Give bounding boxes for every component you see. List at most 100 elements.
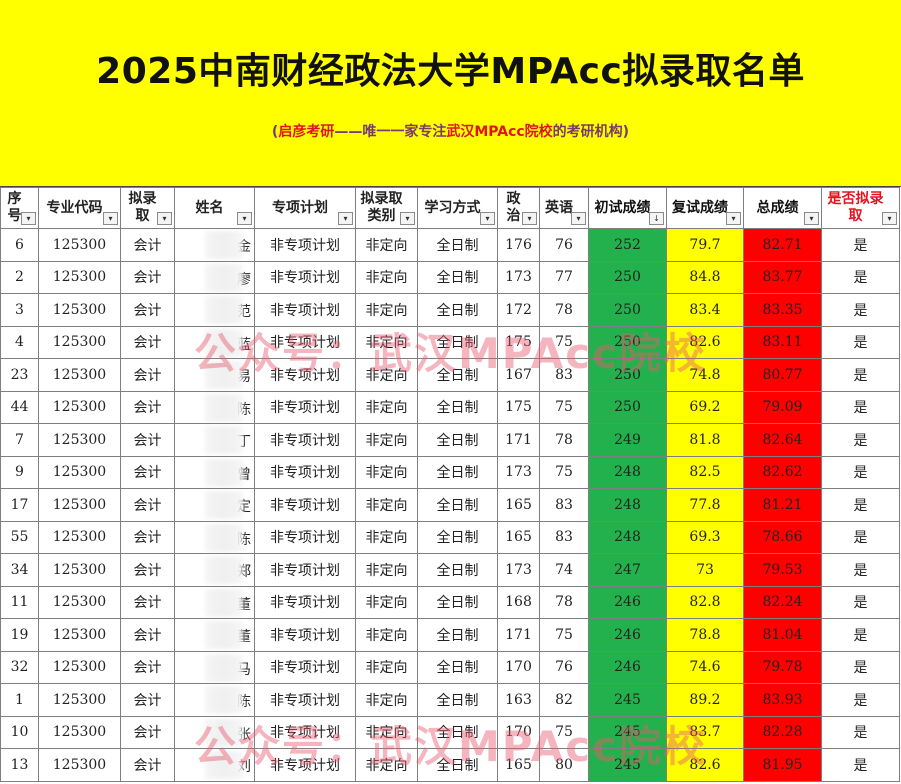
table-row[interactable]: 34 125300 会计郑非专项计划 非定向 全日制 173 74 247 73 79.53 是 <box>0 553 900 587</box>
column-header[interactable]: 是否拟录取 ▾ <box>821 187 900 229</box>
table-row[interactable]: 1 125300 会计陈非专项计划 非定向 全日制 163 82 245 89.2 83.93 是 <box>0 683 900 717</box>
table-row[interactable]: 10 125300 会计张非专项计划 非定向 全日制 170 75 245 83.7 82.28 是 <box>0 715 900 749</box>
filter-dropdown-icon[interactable]: ▾ <box>726 212 741 225</box>
table-row[interactable]: 13 125300 会计刘非专项计划 非定向 全日制 165 80 245 82.6 81.95 是 <box>0 748 900 782</box>
subtitle-brand: 启彦考研 <box>278 124 335 140</box>
cell-initial: 250 <box>588 390 667 424</box>
cell-total: 82.24 <box>743 585 822 619</box>
filter-dropdown-icon[interactable]: ▾ <box>522 212 537 225</box>
table-row[interactable]: 32 125300 会计马非专项计划 非定向 全日制 170 76 246 74.6 79.78 是 <box>0 650 900 684</box>
table-row[interactable]: 2 125300 会计廖非专项计划 非定向 全日制 173 77 250 84.8 83.77 是 <box>0 260 900 294</box>
cell-major: 会计 <box>120 488 175 522</box>
cell-name: 范 <box>174 293 255 327</box>
cell-total: 82.64 <box>743 423 822 457</box>
column-header[interactable]: 专业代码 ▾ <box>38 187 121 229</box>
privacy-blur <box>205 588 243 617</box>
filter-dropdown-icon[interactable]: ▾ <box>882 212 897 225</box>
cell-initial: 249 <box>588 423 667 457</box>
column-header-label: 政治 <box>506 191 521 224</box>
table-row[interactable]: 44 125300 会计陈非专项计划 非定向 全日制 175 75 250 69.2 79.09 是 <box>0 390 900 424</box>
cell-no: 3 <box>0 293 39 327</box>
cell-retest: 78.8 <box>666 618 744 652</box>
column-header[interactable]: 专项计划 ▾ <box>254 187 356 229</box>
cell-code: 125300 <box>38 553 121 587</box>
column-header[interactable]: 复试成绩 ▾ <box>666 187 744 229</box>
cell-total: 81.04 <box>743 618 822 652</box>
cell-code: 125300 <box>38 455 121 489</box>
cell-name: 曾 <box>174 455 255 489</box>
cell-code: 125300 <box>38 488 121 522</box>
cell-english: 83 <box>539 488 589 522</box>
cell-english: 75 <box>539 715 589 749</box>
cell-initial: 245 <box>588 748 667 782</box>
filter-dropdown-icon[interactable]: ▾ <box>338 212 353 225</box>
table-row[interactable]: 4 125300 会计蓝非专项计划 非定向 全日制 175 75 250 82.6 83.11 是 <box>0 325 900 359</box>
cell-english: 76 <box>539 650 589 684</box>
cell-code: 125300 <box>38 423 121 457</box>
cell-plan: 非专项计划 <box>254 325 356 359</box>
cell-plan: 非专项计划 <box>254 553 356 587</box>
cell-plan: 非专项计划 <box>254 748 356 782</box>
cell-name: 蓝 <box>174 325 255 359</box>
filter-dropdown-icon[interactable]: ▾ <box>480 212 495 225</box>
cell-politics: 176 <box>497 228 540 262</box>
filter-dropdown-icon[interactable]: ▾ <box>103 212 118 225</box>
cell-politics: 170 <box>497 715 540 749</box>
column-header[interactable]: 政治 ▾ <box>497 187 540 229</box>
cell-type: 非定向 <box>355 683 418 717</box>
cell-type: 非定向 <box>355 748 418 782</box>
cell-politics: 173 <box>497 260 540 294</box>
table-row[interactable]: 11 125300 会计董非专项计划 非定向 全日制 168 78 246 82.8 82.24 是 <box>0 585 900 619</box>
cell-mode: 全日制 <box>417 455 498 489</box>
cell-total: 82.28 <box>743 715 822 749</box>
filter-dropdown-icon[interactable]: ▾ <box>21 212 36 225</box>
cell-major: 会计 <box>120 553 175 587</box>
cell-name: 易 <box>174 358 255 392</box>
cell-major: 会计 <box>120 260 175 294</box>
cell-initial: 252 <box>588 228 667 262</box>
page-subtitle: (启彦考研——唯一一家专注武汉MPAcc院校的考研机构) <box>0 121 901 141</box>
column-header[interactable]: 学习方式 ▾ <box>417 187 498 229</box>
cell-total: 79.09 <box>743 390 822 424</box>
cell-major: 会计 <box>120 358 175 392</box>
column-header[interactable]: 总成绩 ▾ <box>743 187 822 229</box>
cell-type: 非定向 <box>355 228 418 262</box>
table-row[interactable]: 3 125300 会计范非专项计划 非定向 全日制 172 78 250 83.4 83.35 是 <box>0 293 900 327</box>
cell-admit: 是 <box>821 683 900 717</box>
cell-total: 81.95 <box>743 748 822 782</box>
table-row[interactable]: 6 125300 会计金非专项计划 非定向 全日制 176 76 252 79.7 82.71 是 <box>0 228 900 262</box>
filter-dropdown-icon[interactable]: ▾ <box>571 212 586 225</box>
privacy-blur <box>205 491 243 519</box>
column-header[interactable]: 姓名 ▾ <box>174 187 255 229</box>
cell-no: 9 <box>0 455 39 489</box>
filter-dropdown-icon[interactable]: ↓ <box>649 212 664 225</box>
cell-total: 83.77 <box>743 260 822 294</box>
cell-plan: 非专项计划 <box>254 520 356 554</box>
column-header[interactable]: 英语 ▾ <box>539 187 589 229</box>
filter-dropdown-icon[interactable]: ▾ <box>237 212 252 225</box>
cell-major: 会计 <box>120 455 175 489</box>
cell-type: 非定向 <box>355 293 418 327</box>
cell-total: 81.21 <box>743 488 822 522</box>
table-row[interactable]: 7 125300 会计丁非专项计划 非定向 全日制 171 78 249 81.8 82.64 是 <box>0 423 900 457</box>
table-row[interactable]: 55 125300 会计陈非专项计划 非定向 全日制 165 83 248 69.3 78.66 是 <box>0 520 900 554</box>
column-header[interactable]: 拟录取 ▾ <box>120 187 175 229</box>
column-header[interactable]: 拟录取类别 ▾ <box>355 187 418 229</box>
table-row[interactable]: 17 125300 会计定非专项计划 非定向 全日制 165 83 248 77.8 81.21 是 <box>0 488 900 522</box>
filter-dropdown-icon[interactable]: ▾ <box>157 212 172 225</box>
cell-mode: 全日制 <box>417 423 498 457</box>
table-row[interactable]: 23 125300 会计易非专项计划 非定向 全日制 167 83 250 74.8 80.77 是 <box>0 358 900 392</box>
filter-dropdown-icon[interactable]: ▾ <box>804 212 819 225</box>
column-header[interactable]: 初试成绩 ↓ <box>588 187 667 229</box>
table-row[interactable]: 9 125300 会计曾非专项计划 非定向 全日制 173 75 248 82.5 82.62 是 <box>0 455 900 489</box>
cell-mode: 全日制 <box>417 260 498 294</box>
column-header[interactable]: 序号 ▾ <box>0 187 39 229</box>
cell-retest: 89.2 <box>666 683 744 717</box>
cell-major: 会计 <box>120 650 175 684</box>
filter-dropdown-icon[interactable]: ▾ <box>400 212 415 225</box>
cell-mode: 全日制 <box>417 650 498 684</box>
cell-name: 陈 <box>174 683 255 717</box>
cell-initial: 248 <box>588 455 667 489</box>
cell-code: 125300 <box>38 748 121 782</box>
table-row[interactable]: 19 125300 会计董非专项计划 非定向 全日制 171 75 246 78.8 81.04 是 <box>0 618 900 652</box>
